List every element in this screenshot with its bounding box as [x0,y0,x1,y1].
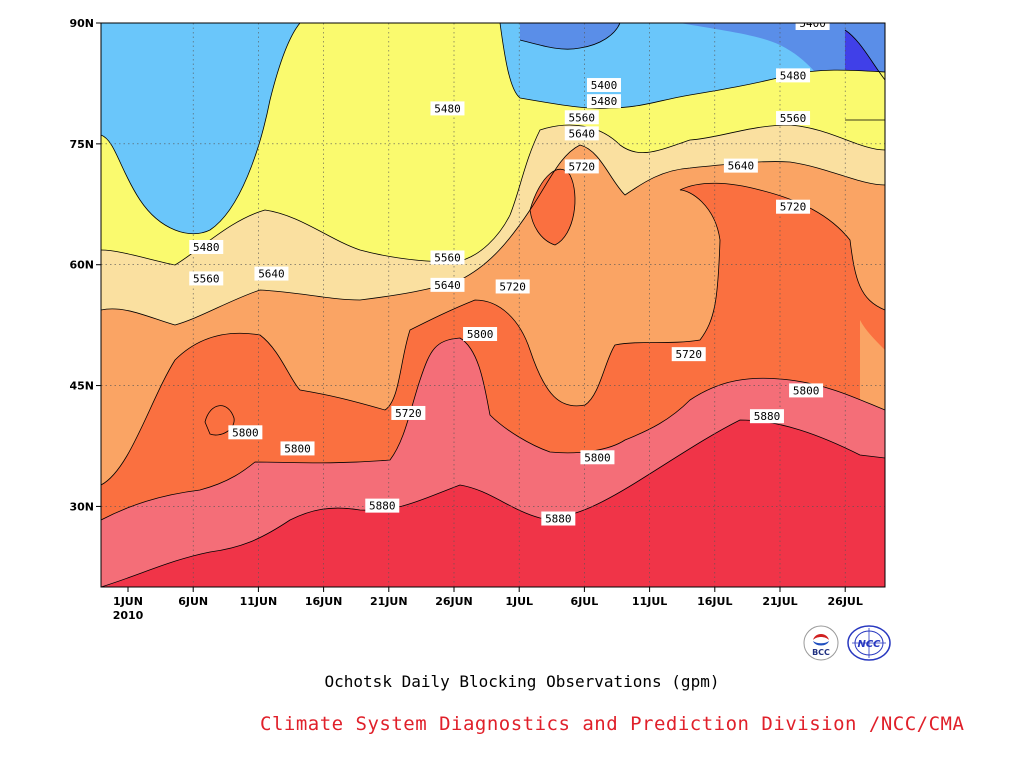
y-tick-label: 75N [69,138,94,151]
contour-label-text: 5880 [754,410,781,423]
contour-label: 5720 [495,279,530,294]
contour-label-text: 5720 [780,201,807,214]
contour-label: 5640 [723,158,758,173]
contour-label-text: 5640 [434,279,461,292]
x-tick-label: 21JUL [762,595,797,608]
contour-labels: 5400 5400 5480 5480 5480 5480 5560 5560 5560 5560… [189,17,830,526]
x-tick-label: 16JUL [697,595,732,608]
grid-lines [101,23,885,587]
footer-credit: Climate System Diagnostics and Predictio… [260,713,965,735]
contour-label: 5720 [776,199,811,214]
x-tick-label: 26JUN [435,595,473,608]
contour-label-text: 5400 [799,17,826,30]
contour-label: 5480 [776,68,811,83]
contour-label: 5800 [280,441,315,456]
contour-label-text: 5640 [569,127,596,140]
contour-label: 5880 [749,409,784,424]
contour-label-text: 5480 [193,241,220,254]
x-tick-label: 6JUL [571,595,599,608]
contour-label: 5800 [228,425,263,440]
contour-label: 5720 [564,159,599,174]
x-tick-label: 1JUN [113,595,143,608]
x-tick-label: 11JUN [240,595,278,608]
x-tick-label: 16JUN [305,595,343,608]
contour-label: 5480 [430,101,465,116]
contour-label-text: 5880 [545,513,572,526]
contour-label: 5560 [564,110,599,125]
contour-label-text: 5480 [434,102,461,115]
contour-label-text: 5480 [780,69,807,82]
x-tick-label: 11JUL [632,595,667,608]
x-tick-label: 21JUN [370,595,408,608]
contour-label-text: 5560 [569,111,596,124]
y-axis: 90N 75N 60N 45N 30N [69,17,101,513]
contour-label: 5800 [463,327,498,342]
contour-label: 5800 [580,450,615,465]
x-axis: 1JUN 6JUN 11JUN 16JUN 21JUN 26JUN 1JUL 6JUL 11JU… [113,587,863,622]
y-tick-label: 60N [69,259,94,272]
x-year-label: 2010 [113,609,144,622]
band-5800b [530,169,575,245]
contour-label: 5640 [254,266,289,281]
contour-label-text: 5720 [675,348,702,361]
contour-label-text: 5880 [369,500,396,513]
contour-label-text: 5800 [467,328,494,341]
contour-label: 5560 [430,250,465,265]
contour-label-text: 5720 [499,280,526,293]
contour-label-text: 5720 [395,407,422,420]
y-tick-label: 30N [69,500,94,513]
contour-label: 5880 [541,511,576,526]
contour-label-text: 5720 [569,160,596,173]
contour-label: 5480 [189,239,224,254]
contour-label: 5400 [586,78,621,93]
contour-label: 5480 [586,94,621,109]
contour-label: 5640 [564,126,599,141]
plot-area: 5400 5400 5480 5480 5480 5480 5560 5560 5560 5560… [101,17,885,587]
band-5880-above [101,420,885,587]
svg-text:NCC: NCC [857,639,881,650]
plot-frame [100,22,886,588]
contour-label: 5560 [776,111,811,126]
x-tick-label: 1JUL [505,595,533,608]
x-tick-label: 26JUL [828,595,863,608]
band-5880-center [205,405,235,436]
contour-label-text: 5800 [793,384,820,397]
contour-label-text: 5800 [232,426,259,439]
y-tick-label: 45N [69,380,94,393]
contour-label: 5720 [391,405,426,420]
ncc-logo: NCC [846,624,891,662]
y-tick-label: 90N [69,17,94,30]
contour-label-text: 5640 [258,268,285,281]
contour-label: 5400 [795,17,830,30]
bcc-logo: BCC [802,624,840,662]
contour-label: 5800 [789,383,824,398]
contour-label: 5560 [189,271,224,286]
contour-label: 5640 [430,277,465,292]
contour-label-text: 5400 [591,79,618,92]
contour-label-text: 5560 [780,112,807,125]
contour-label-text: 5640 [728,160,755,173]
contour-label-text: 5560 [193,272,220,285]
contour-label-text: 5560 [434,251,461,264]
contour-label-text: 5800 [284,442,311,455]
x-tick-label: 6JUN [178,595,208,608]
svg-text:BCC: BCC [812,648,830,657]
contour-label-text: 5800 [584,451,611,464]
contour-label: 5880 [365,498,400,513]
contour-label-text: 5480 [591,95,618,108]
chart-title: Ochotsk Daily Blocking Observations (gpm… [324,672,720,691]
contour-label: 5720 [671,347,706,362]
